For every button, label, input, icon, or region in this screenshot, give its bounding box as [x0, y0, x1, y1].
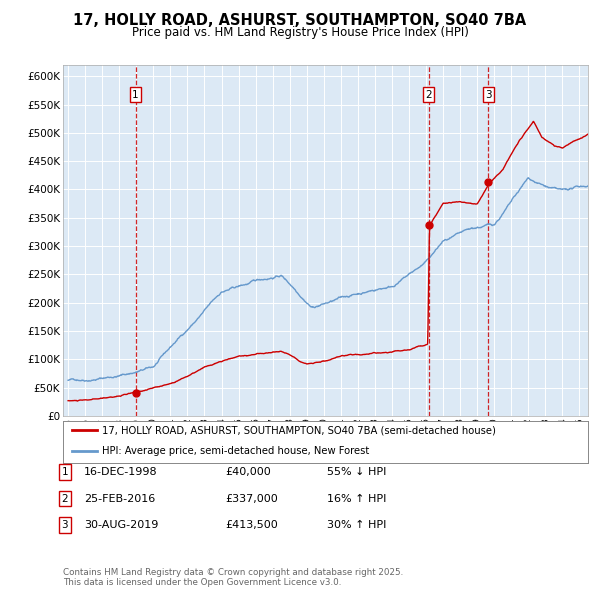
Text: Price paid vs. HM Land Registry's House Price Index (HPI): Price paid vs. HM Land Registry's House …: [131, 26, 469, 39]
Text: 3: 3: [61, 520, 68, 530]
Text: Contains HM Land Registry data © Crown copyright and database right 2025.
This d: Contains HM Land Registry data © Crown c…: [63, 568, 403, 587]
Text: 55% ↓ HPI: 55% ↓ HPI: [327, 467, 386, 477]
Text: £40,000: £40,000: [225, 467, 271, 477]
Text: 17, HOLLY ROAD, ASHURST, SOUTHAMPTON, SO40 7BA: 17, HOLLY ROAD, ASHURST, SOUTHAMPTON, SO…: [73, 13, 527, 28]
Text: 30% ↑ HPI: 30% ↑ HPI: [327, 520, 386, 530]
Text: 1: 1: [61, 467, 68, 477]
Text: £413,500: £413,500: [225, 520, 278, 530]
Text: 3: 3: [485, 90, 492, 100]
Text: 30-AUG-2019: 30-AUG-2019: [84, 520, 158, 530]
Text: 17, HOLLY ROAD, ASHURST, SOUTHAMPTON, SO40 7BA (semi-detached house): 17, HOLLY ROAD, ASHURST, SOUTHAMPTON, SO…: [103, 425, 496, 435]
Text: 2: 2: [61, 494, 68, 503]
Text: 16-DEC-1998: 16-DEC-1998: [84, 467, 158, 477]
Text: 16% ↑ HPI: 16% ↑ HPI: [327, 494, 386, 503]
Text: HPI: Average price, semi-detached house, New Forest: HPI: Average price, semi-detached house,…: [103, 446, 370, 456]
Text: £337,000: £337,000: [225, 494, 278, 503]
Text: 25-FEB-2016: 25-FEB-2016: [84, 494, 155, 503]
Text: 1: 1: [133, 90, 139, 100]
Text: 2: 2: [425, 90, 432, 100]
